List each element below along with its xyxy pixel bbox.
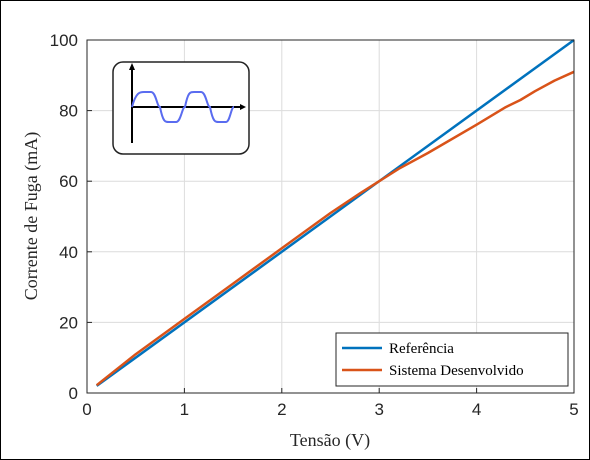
y-tick-label: 0 bbox=[69, 384, 78, 403]
y-tick-label: 20 bbox=[59, 313, 78, 332]
x-tick-label: 3 bbox=[374, 400, 383, 419]
plot-box bbox=[86, 39, 575, 394]
x-tick-label: 5 bbox=[569, 400, 578, 419]
series-line-sistema-desenvolvido bbox=[95, 70, 575, 387]
legend-label-referencia: Referência bbox=[389, 341, 454, 357]
x-tick-label: 2 bbox=[277, 400, 286, 419]
legend-box bbox=[335, 332, 569, 387]
y-tick-label: 80 bbox=[59, 102, 78, 121]
x-tick-label: 1 bbox=[180, 400, 189, 419]
y-tick-label: 100 bbox=[50, 31, 78, 50]
y-axis-label: Corrente de Fuga (mA) bbox=[21, 132, 42, 300]
series-layer bbox=[95, 38, 575, 387]
y-tick-label: 40 bbox=[59, 243, 78, 262]
legend: Referência Sistema Desenvolvido bbox=[335, 332, 569, 387]
x-axis-label: Tensão (V) bbox=[290, 430, 370, 451]
series-line-referencia bbox=[95, 38, 575, 387]
axis-ticks: 0 1 2 3 4 5 0 20 40 60 80 100 bbox=[50, 31, 579, 419]
y-tick-label: 60 bbox=[59, 172, 78, 191]
x-tick-label: 4 bbox=[472, 400, 481, 419]
x-tick-label: 0 bbox=[82, 400, 91, 419]
ac-sine-wave-icon bbox=[112, 61, 250, 155]
legend-label-sistema: Sistema Desenvolvido bbox=[389, 363, 524, 379]
